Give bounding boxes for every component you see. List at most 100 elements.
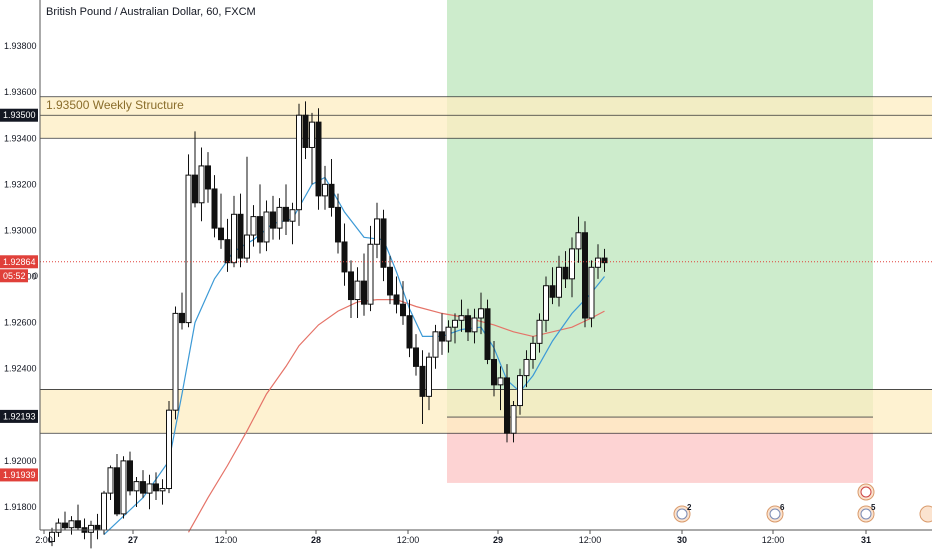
position-tool[interactable] xyxy=(447,0,873,483)
candle xyxy=(75,504,81,530)
event-count: 6 xyxy=(780,503,785,512)
candle xyxy=(510,400,517,443)
candle xyxy=(413,334,419,376)
candle xyxy=(153,472,159,501)
candle-body xyxy=(322,183,328,197)
price-tick-label: 1.91800 xyxy=(4,502,37,512)
candle-body xyxy=(367,243,374,305)
time-tick-label: 12:00 xyxy=(215,535,238,545)
stop-price-label-bg xyxy=(0,468,38,482)
event-count: 2 xyxy=(687,503,692,512)
structure-zone xyxy=(40,389,932,434)
event-count: 5 xyxy=(871,503,876,512)
flag-icon xyxy=(919,505,932,523)
candle xyxy=(497,366,504,411)
candle-body xyxy=(68,520,75,529)
candle-body xyxy=(328,183,335,208)
candle xyxy=(211,175,218,238)
candle-body xyxy=(393,294,400,305)
candle xyxy=(374,202,380,259)
candle-body xyxy=(387,266,393,296)
candle-body xyxy=(517,375,523,407)
candle-body xyxy=(263,211,270,243)
time-tick-label: 2:00 xyxy=(35,535,53,545)
time-tick-label: 12:00 xyxy=(762,535,785,545)
candle-body xyxy=(244,234,250,259)
candle-body xyxy=(562,266,569,280)
price-axis[interactable]: 1.93800 1.93600 1.93400 1.93200 1.93000 1.928… xyxy=(0,0,41,530)
time-tick-label: 29 xyxy=(493,535,503,545)
candle-body xyxy=(361,280,367,305)
candle-body xyxy=(283,206,289,222)
current-price-label-bg xyxy=(0,255,38,269)
time-tick-label: 12:00 xyxy=(579,535,602,545)
candle-body xyxy=(179,312,185,324)
candle xyxy=(250,205,257,247)
candle-body xyxy=(432,331,439,358)
candle xyxy=(322,165,328,210)
economic-events[interactable]: 2 6 5 xyxy=(673,483,932,523)
candle-body xyxy=(309,121,315,148)
zone-bottom-price-label-bg xyxy=(0,409,38,423)
candle-body xyxy=(250,216,257,236)
candle-body xyxy=(413,347,419,367)
candle-body xyxy=(107,467,114,494)
candle xyxy=(81,518,88,540)
candle-body xyxy=(101,492,107,531)
price-tick-partial: 0 xyxy=(33,271,38,281)
candle-body xyxy=(276,206,283,229)
time-tick-label: 28 xyxy=(311,535,321,545)
price-tick-label: 1.93200 xyxy=(4,179,37,189)
candle-body xyxy=(231,213,237,264)
candle-body xyxy=(341,241,348,273)
candle-body xyxy=(556,266,562,298)
candle-body xyxy=(601,257,608,264)
ema-slow-line xyxy=(187,299,605,533)
candle-body xyxy=(55,522,62,533)
candle-body xyxy=(335,206,341,243)
structure-zones[interactable]: 1.93500 Weekly Structure xyxy=(40,96,932,434)
zone-label: 1.93500 Weekly Structure xyxy=(46,98,184,112)
time-axis[interactable]: 2:00 27 12:00 28 12:00 29 12:00 30 12:00 31 xyxy=(35,529,932,545)
candle xyxy=(582,221,588,328)
candle xyxy=(471,308,478,344)
candle-body xyxy=(192,174,198,204)
candle-body xyxy=(549,285,556,298)
candle-body xyxy=(497,377,504,386)
candle-body xyxy=(114,467,120,515)
price-tick-label: 1.93400 xyxy=(4,133,37,143)
price-tick-label: 1.93600 xyxy=(4,87,37,97)
candle-body xyxy=(452,319,458,328)
candle xyxy=(328,159,335,217)
countdown-bg xyxy=(0,269,28,283)
countdown-label: 05:52 xyxy=(3,271,26,281)
candle-body xyxy=(380,218,387,268)
candle xyxy=(270,195,276,240)
candle-body xyxy=(270,211,276,229)
candle-body xyxy=(582,232,588,319)
candle xyxy=(309,112,315,185)
price-tick-label: 1.93000 xyxy=(4,225,37,235)
candle-body xyxy=(302,114,309,148)
candle xyxy=(491,341,497,397)
flag-inner xyxy=(860,508,872,520)
candle-body xyxy=(491,358,497,386)
candle xyxy=(549,267,556,305)
candle-body xyxy=(569,248,575,280)
candle xyxy=(172,306,179,420)
candle xyxy=(575,216,582,263)
price-tick-label: 1.92000 xyxy=(4,456,37,466)
time-tick-label: 12:00 xyxy=(397,535,420,545)
candle-body xyxy=(595,257,601,268)
candle-body xyxy=(543,285,549,321)
candle-body xyxy=(127,460,133,492)
candle xyxy=(283,184,289,236)
candle xyxy=(296,103,302,226)
candle-body xyxy=(185,174,192,324)
chart-title: British Pound / Australian Dollar, 60, F… xyxy=(46,6,256,18)
price-tick-label: 1.92400 xyxy=(4,364,37,374)
candle xyxy=(55,518,62,537)
candle-body xyxy=(504,377,510,434)
candle xyxy=(406,299,413,358)
